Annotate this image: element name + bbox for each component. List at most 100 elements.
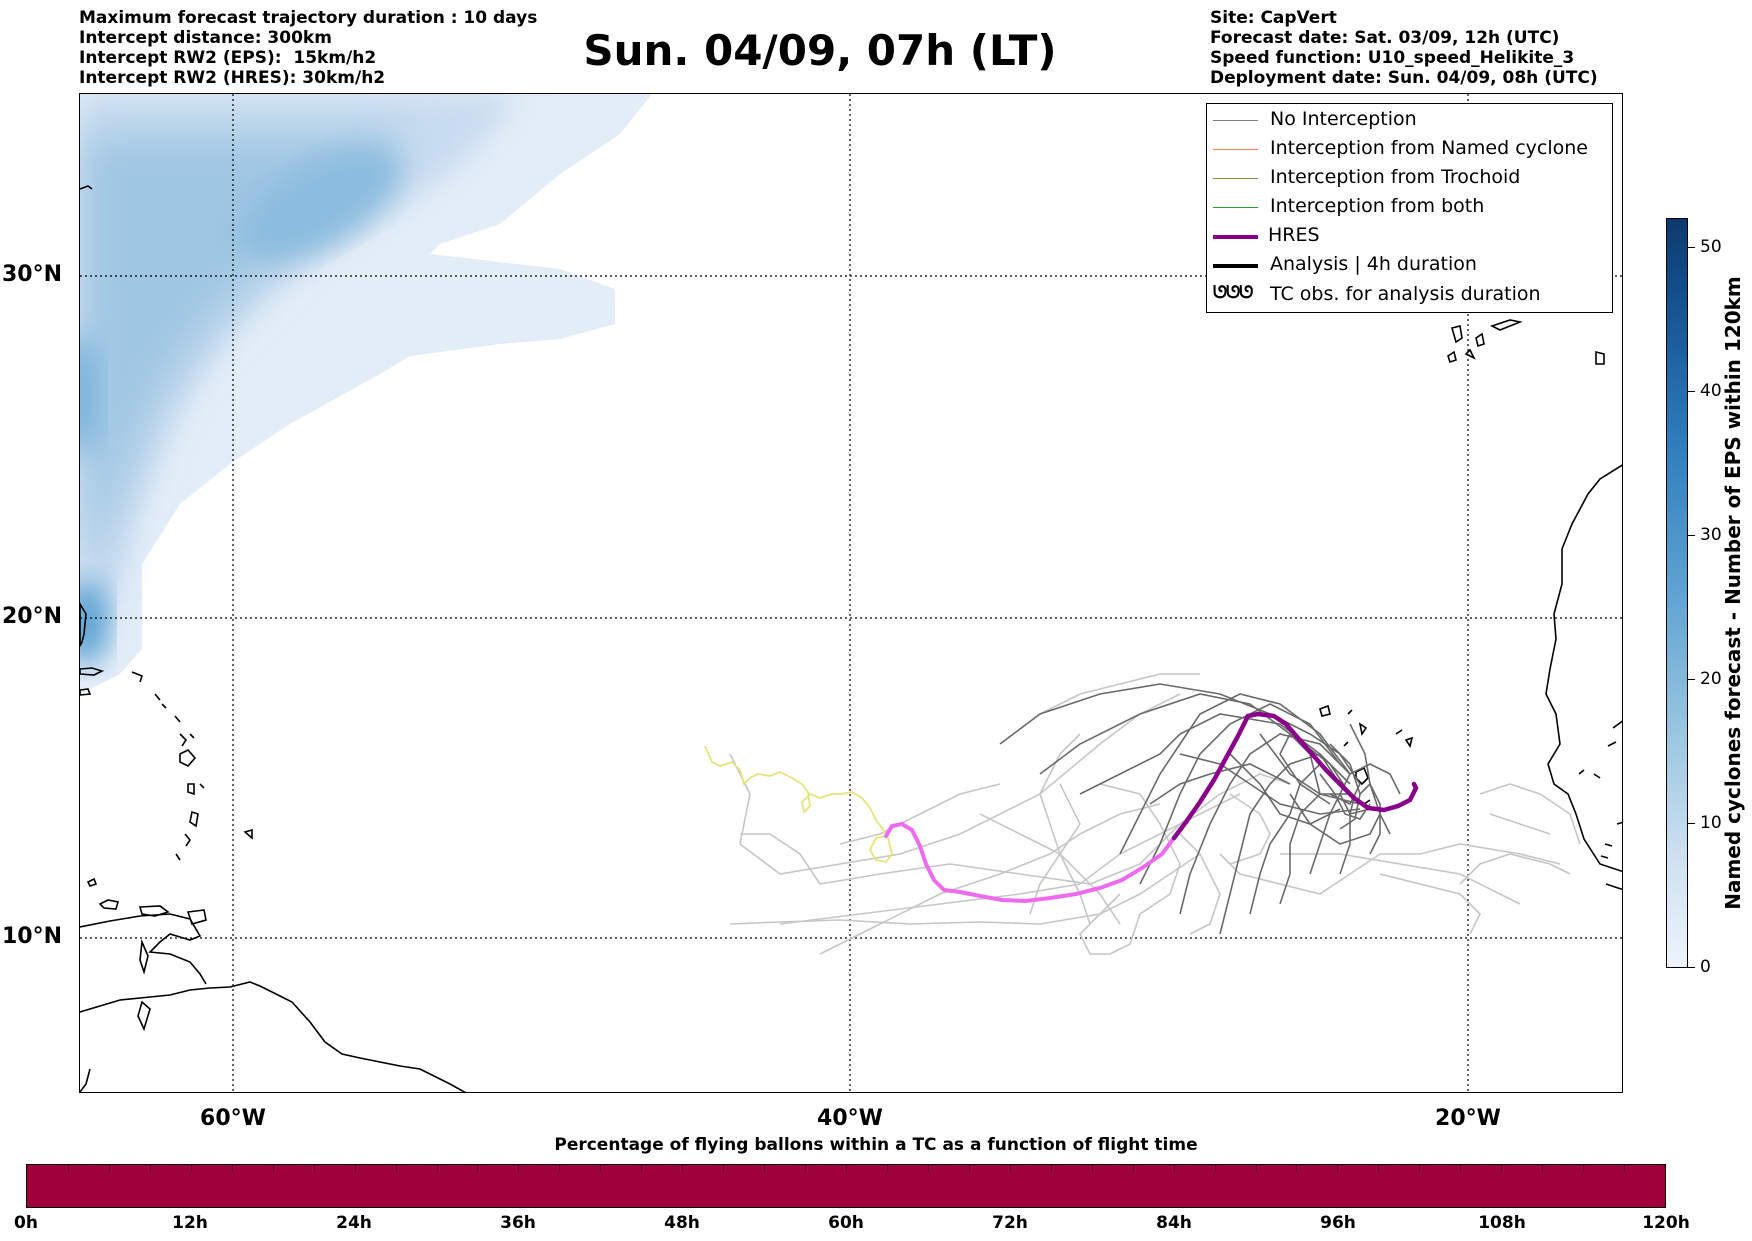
- early-track: [704, 745, 893, 863]
- cyclone-density-field: [80, 94, 652, 694]
- bar-tick: [149, 1165, 151, 1172]
- time-label-36h: 36h: [500, 1213, 536, 1233]
- lon-label-20w: 20°W: [1435, 1106, 1501, 1131]
- legend-label: HRES: [1268, 224, 1320, 246]
- speed-function-text: Speed function: U10_speed_Helikite_3: [1210, 48, 1575, 68]
- header-left-info: Maximum forecast trajectory duration : 1…: [79, 8, 537, 88]
- bar-tick: [886, 1165, 888, 1172]
- forecast-date-text: Forecast date: Sat. 03/09, 12h (UTC): [1210, 28, 1560, 48]
- bar-tick: [1009, 1165, 1011, 1172]
- time-label-48h: 48h: [664, 1213, 700, 1233]
- bar-tick: [354, 1165, 356, 1172]
- time-label-120h: 120h: [1642, 1213, 1690, 1233]
- flight-time-bar: [26, 1164, 1666, 1208]
- bar-tick: [559, 1165, 561, 1172]
- time-label-72h: 72h: [992, 1213, 1028, 1233]
- bar-tick: [600, 1165, 602, 1172]
- legend-swatch: [1213, 178, 1258, 179]
- legend-item-no-interception: No Interception: [1207, 106, 1612, 135]
- hres-track: [1171, 711, 1419, 841]
- lat-label-10n: 10°N: [1, 924, 62, 949]
- bar-tick: [1542, 1165, 1544, 1172]
- bar-tick: [968, 1165, 970, 1172]
- time-label-84h: 84h: [1156, 1213, 1192, 1233]
- bar-tick: [1132, 1165, 1134, 1172]
- header-right-info: Site: CapVert Forecast date: Sat. 03/09,…: [1210, 8, 1598, 88]
- bar-tick: [395, 1165, 397, 1172]
- legend-label: Interception from Trochoid: [1270, 166, 1521, 188]
- lat-label-20n: 20°N: [1, 604, 62, 629]
- bar-tick: [1091, 1165, 1093, 1172]
- deployment-date-text: Deployment date: Sun. 04/09, 08h (UTC): [1210, 68, 1598, 88]
- bar-tick: [1501, 1165, 1503, 1172]
- bar-tick: [190, 1165, 192, 1172]
- colorbar-tick-50: 50: [1700, 237, 1722, 257]
- hres-past-track: [884, 821, 1176, 904]
- colorbar-tick-0: 0: [1700, 957, 1711, 977]
- intercept-eps-text: Intercept RW2 (EPS): 15km/h2: [79, 48, 377, 68]
- colorbar-tick-20: 20: [1700, 669, 1722, 689]
- legend-item-named-cyclone: Interception from Named cyclone: [1207, 135, 1612, 164]
- legend-label: Interception from both: [1270, 195, 1485, 217]
- legend-item-tc-obs: ᘎᘎᘎ TC obs. for analysis duration: [1207, 281, 1612, 310]
- legend-item-hres: HRES: [1207, 222, 1612, 251]
- legend-item-analysis: Analysis | 4h duration: [1207, 251, 1612, 280]
- colorbar-tick-40: 40: [1700, 381, 1722, 401]
- colorbar: [1666, 218, 1688, 968]
- bar-tick: [1583, 1165, 1585, 1172]
- bar-tick: [1050, 1165, 1052, 1172]
- legend-item-both: Interception from both: [1207, 193, 1612, 222]
- legend-swatch: [1213, 235, 1258, 239]
- bar-tick: [927, 1165, 929, 1172]
- bar-tick: [764, 1165, 766, 1172]
- map-legend: No Interception Interception from Named …: [1206, 103, 1613, 313]
- colorbar-title: Named cyclones forecast - Number of EPS …: [1721, 276, 1745, 910]
- bar-tick: [1173, 1165, 1175, 1172]
- legend-item-trochoid: Interception from Trochoid: [1207, 164, 1612, 193]
- bar-tick: [1624, 1165, 1626, 1172]
- bar-tick: [1337, 1165, 1339, 1172]
- intercept-hres-text: Intercept RW2 (HRES): 30km/h2: [79, 68, 386, 88]
- bar-tick: [231, 1165, 233, 1172]
- bar-tick: [272, 1165, 274, 1172]
- light-trajectories: [729, 673, 1581, 955]
- lon-label-60w: 60°W: [200, 1106, 266, 1131]
- legend-label: Interception from Named cyclone: [1270, 137, 1588, 159]
- legend-swatch: [1213, 207, 1258, 208]
- bar-tick: [641, 1165, 643, 1172]
- bar-tick: [682, 1165, 684, 1172]
- max-duration-text: Maximum forecast trajectory duration : 1…: [79, 8, 538, 28]
- time-label-60h: 60h: [828, 1213, 864, 1233]
- legend-swatch: [1213, 120, 1258, 121]
- legend-swatch: [1213, 264, 1258, 268]
- intercept-distance-text: Intercept distance: 300km: [79, 28, 332, 48]
- time-label-108h: 108h: [1478, 1213, 1526, 1233]
- bar-tick: [723, 1165, 725, 1172]
- bar-tick: [805, 1165, 807, 1172]
- bar-tick: [1255, 1165, 1257, 1172]
- bar-tick: [108, 1165, 110, 1172]
- bar-tick: [1419, 1165, 1421, 1172]
- bar-tick: [1296, 1165, 1298, 1172]
- bar-tick: [436, 1165, 438, 1172]
- bar-tick: [1460, 1165, 1462, 1172]
- site-text: Site: CapVert: [1210, 8, 1337, 28]
- bar-tick: [477, 1165, 479, 1172]
- lon-label-40w: 40°W: [817, 1106, 883, 1131]
- time-label-24h: 24h: [336, 1213, 372, 1233]
- bar-tick: [846, 1165, 847, 1172]
- legend-label: TC obs. for analysis duration: [1270, 283, 1541, 305]
- time-label-96h: 96h: [1320, 1213, 1356, 1233]
- legend-label: Analysis | 4h duration: [1270, 253, 1477, 275]
- bar-tick: [1214, 1165, 1216, 1172]
- bar-tick: [1378, 1165, 1380, 1172]
- bottom-bar-title: Percentage of flying ballons within a TC…: [554, 1135, 1198, 1155]
- colorbar-tick-30: 30: [1700, 525, 1722, 545]
- bar-tick: [518, 1165, 520, 1172]
- page-title: Sun. 04/09, 07h (LT): [583, 26, 1057, 75]
- tc-symbol-icon: ᘎᘎᘎ: [1213, 283, 1253, 303]
- bar-tick: [67, 1165, 69, 1172]
- time-label-12h: 12h: [172, 1213, 208, 1233]
- lat-label-30n: 30°N: [1, 262, 62, 287]
- bar-tick: [313, 1165, 315, 1172]
